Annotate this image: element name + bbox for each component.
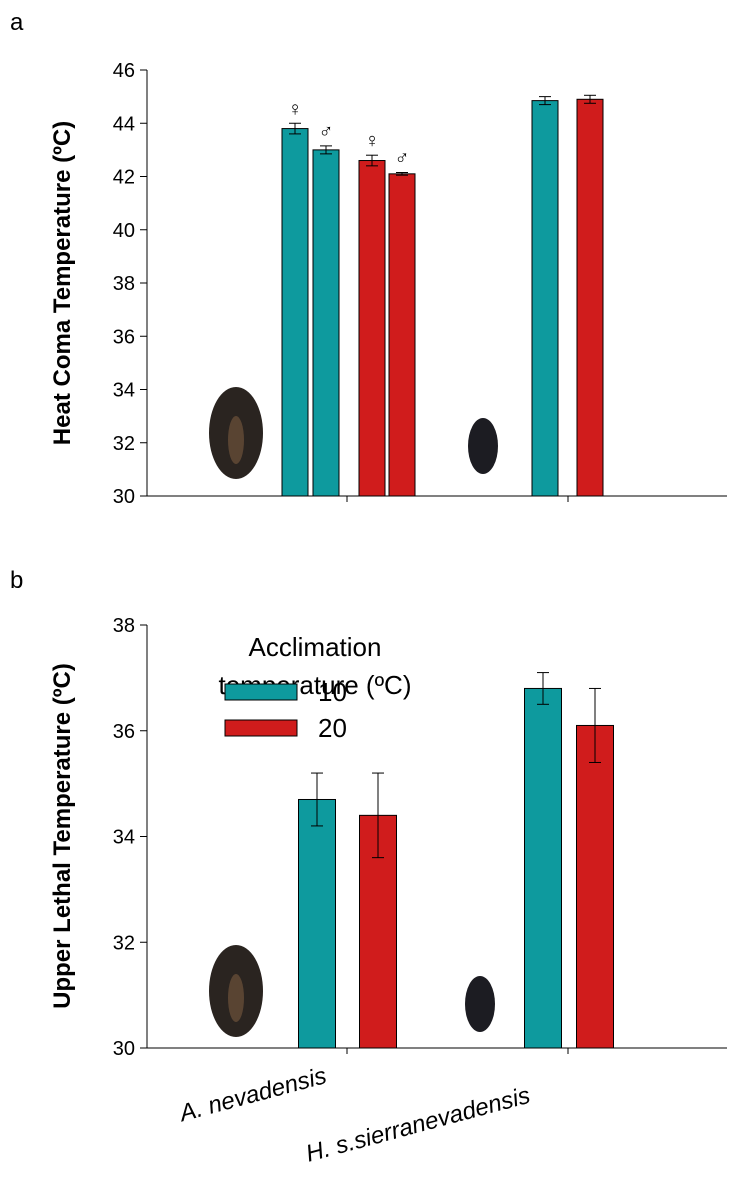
- y-tick-label: 46: [113, 60, 135, 82]
- bar: [576, 98, 604, 497]
- bar: [531, 100, 559, 497]
- sex-label: ♂: [395, 148, 410, 170]
- y-tick-label: 32: [113, 433, 135, 455]
- y-tick-label: 36: [113, 326, 135, 348]
- bar: [298, 798, 336, 1049]
- y-tick-label: 38: [113, 615, 135, 637]
- beetle-b2: [465, 976, 495, 1032]
- y-tick-label: 38: [113, 273, 135, 295]
- panel-label: a: [10, 9, 24, 36]
- sex-label: ♂: [319, 121, 334, 143]
- bar: [281, 128, 309, 497]
- y-tick-label: 36: [113, 721, 135, 743]
- y-tick-label: 34: [113, 827, 135, 849]
- x-tick-label: H. s.sierranevadensis: [303, 1082, 533, 1168]
- beetle-b1: [209, 945, 263, 1037]
- legend-swatch: [224, 683, 298, 701]
- y-tick-label: 30: [113, 1038, 135, 1060]
- y-axis-label: Upper Lethal Temperature (ºC): [49, 663, 76, 1009]
- beetle-a2: [468, 418, 498, 474]
- y-tick-label: 32: [113, 932, 135, 954]
- panel-label: b: [10, 567, 23, 594]
- bar: [524, 687, 562, 1049]
- bar: [312, 149, 340, 497]
- legend-title: Acclimation: [249, 632, 382, 662]
- bar: [388, 173, 416, 497]
- y-tick-label: 42: [113, 167, 135, 189]
- sex-label: ♀: [288, 98, 303, 120]
- sex-label: ♀: [365, 130, 380, 152]
- legend-swatch: [224, 719, 298, 737]
- x-tick-label: A. nevadensis: [175, 1062, 330, 1128]
- bar: [576, 724, 614, 1049]
- legend-label: 10: [318, 677, 347, 707]
- bar: [358, 160, 386, 497]
- y-axis-label: Heat Coma Temperature (ºC): [49, 121, 76, 445]
- y-tick-label: 40: [113, 220, 135, 242]
- y-tick-label: 30: [113, 486, 135, 508]
- y-tick-label: 34: [113, 380, 135, 402]
- beetle-a1: [209, 387, 263, 479]
- legend-label: 20: [318, 713, 347, 743]
- y-tick-label: 44: [113, 113, 135, 135]
